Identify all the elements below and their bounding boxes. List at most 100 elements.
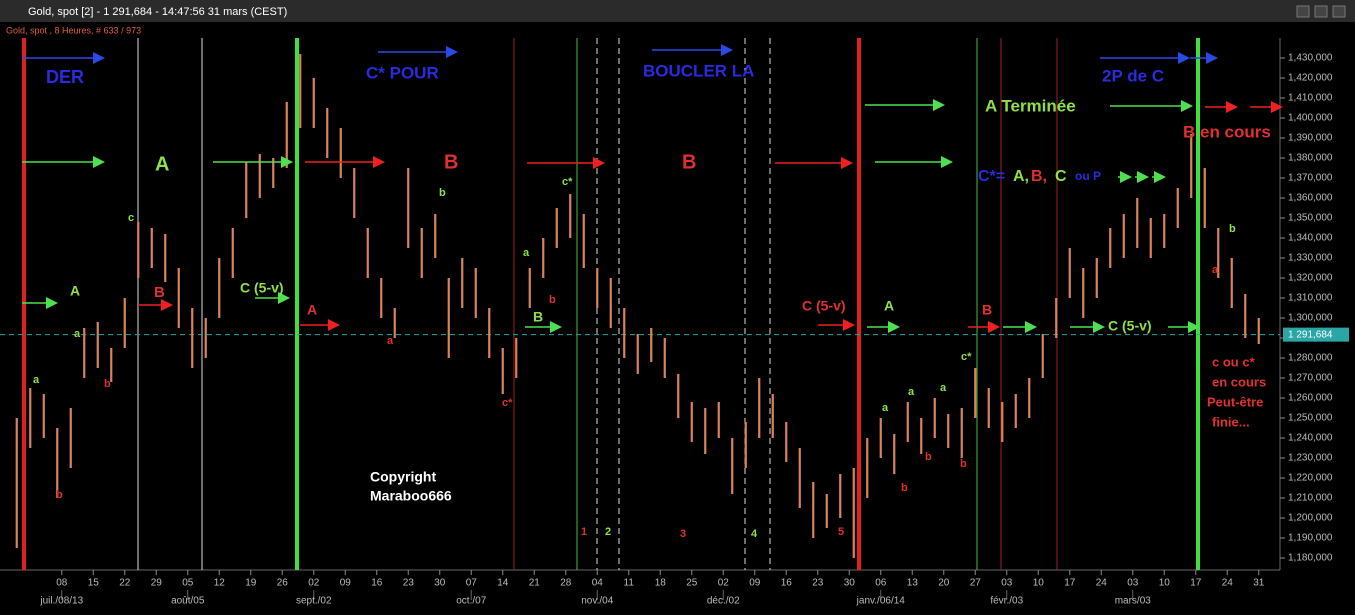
annotation: finie... [1212, 414, 1250, 429]
annotation: c [128, 212, 134, 224]
annotation: A [155, 153, 169, 175]
y-tick-label: 1,230,000 [1288, 453, 1333, 464]
annotation: a [33, 374, 40, 386]
y-tick-label: 1,190,000 [1288, 533, 1333, 544]
arrow-head [1154, 171, 1166, 183]
annotation: a [1212, 264, 1219, 276]
annotation: A [307, 302, 317, 318]
annotation: B [154, 284, 165, 301]
arrow-head [721, 44, 733, 56]
annotation: Copyright [370, 469, 436, 485]
x-tick-label: 02 [308, 578, 320, 589]
annotation: b [1229, 223, 1236, 235]
x-tick-label: 29 [151, 578, 163, 589]
x-tick-label: 05 [182, 578, 194, 589]
x-month-label: sept./02 [296, 596, 332, 607]
annotation: a [882, 402, 889, 414]
restore-button[interactable] [1314, 5, 1328, 18]
annotation: B en cours [1183, 122, 1271, 141]
x-tick-label: 12 [214, 578, 226, 589]
x-tick-label: 24 [1096, 578, 1108, 589]
x-tick-label: 04 [592, 578, 604, 589]
y-tick-label: 1,250,000 [1288, 413, 1333, 424]
arrow-head [933, 99, 945, 111]
x-tick-label: 07 [466, 578, 478, 589]
minimize-button[interactable] [1296, 5, 1310, 18]
x-tick-label: 17 [1064, 578, 1076, 589]
x-tick-label: 18 [655, 578, 667, 589]
annotation: 5 [838, 526, 844, 538]
arrow-head [278, 292, 290, 304]
x-tick-label: 31 [1253, 578, 1265, 589]
y-tick-label: 1,280,000 [1288, 353, 1333, 364]
annotation: b [960, 458, 967, 470]
last-price-label: 1 291,684 [1288, 329, 1333, 340]
annotation: b [925, 451, 932, 463]
y-tick-label: 1,350,000 [1288, 213, 1333, 224]
annotation: B [682, 151, 696, 173]
annotation: C* POUR [366, 63, 439, 82]
annotation: A [70, 283, 80, 299]
x-tick-label: 27 [970, 578, 982, 589]
x-tick-label: 09 [749, 578, 761, 589]
arrow-head [1025, 321, 1037, 333]
y-tick-label: 1,390,000 [1288, 133, 1333, 144]
arrow-head [841, 157, 853, 169]
annotation: Peut-être [1207, 394, 1263, 409]
annotation: C (5-v) [240, 280, 284, 296]
y-tick-label: 1,420,000 [1288, 73, 1333, 84]
x-tick-label: 03 [1001, 578, 1013, 589]
chart-subtitle: Gold, spot , 8 Heures, # 633 / 973 [6, 25, 141, 35]
arrow-head [888, 321, 900, 333]
arrow-head [1271, 101, 1283, 113]
x-tick-label: 09 [340, 578, 352, 589]
arrow-head [373, 156, 385, 168]
x-tick-label: 03 [1127, 578, 1139, 589]
x-tick-label: 06 [875, 578, 887, 589]
x-month-label: févr./03 [990, 596, 1023, 607]
arrow-head [46, 297, 58, 309]
annotation: C*= [978, 168, 1005, 185]
arrow-head [941, 156, 953, 168]
y-tick-label: 1,410,000 [1288, 93, 1333, 104]
x-month-label: mars/03 [1115, 596, 1152, 607]
x-tick-label: 02 [718, 578, 730, 589]
x-month-label: déc./02 [707, 596, 740, 607]
annotation: a [523, 247, 530, 259]
y-tick-label: 1,240,000 [1288, 433, 1333, 444]
arrow-head [93, 52, 105, 64]
annotation: B [444, 151, 458, 173]
last-price-box [1283, 327, 1349, 342]
x-tick-label: 28 [560, 578, 572, 589]
y-tick-label: 1,400,000 [1288, 113, 1333, 124]
x-tick-label: 16 [371, 578, 383, 589]
annotation: DER [46, 67, 84, 87]
close-button[interactable] [1332, 5, 1346, 18]
annotation: a [908, 386, 915, 398]
x-tick-label: 10 [1033, 578, 1045, 589]
annotation: a [387, 335, 394, 347]
x-tick-label: 21 [529, 578, 541, 589]
x-tick-label: 11 [624, 578, 635, 589]
arrow-head [1206, 52, 1218, 64]
arrow-head [1137, 171, 1149, 183]
y-tick-label: 1,360,000 [1288, 193, 1333, 204]
annotation: BOUCLER LA [643, 61, 754, 80]
x-month-label: oct./07 [456, 596, 486, 607]
annotation: A, [1013, 168, 1029, 185]
annotation: C (5-v) [802, 298, 846, 314]
x-month-label: nov./04 [581, 596, 613, 607]
y-tick-label: 1,300,000 [1288, 313, 1333, 324]
x-tick-label: 10 [1159, 578, 1171, 589]
x-tick-label: 17 [1190, 578, 1202, 589]
annotation: B [533, 309, 543, 325]
x-tick-label: 30 [434, 578, 446, 589]
arrow-head [446, 46, 458, 58]
annotation: 2P de C [1102, 66, 1164, 85]
arrow-head [93, 156, 105, 168]
annotation: en cours [1212, 374, 1266, 389]
y-tick-label: 1,320,000 [1288, 273, 1333, 284]
y-tick-label: 1,370,000 [1288, 173, 1333, 184]
